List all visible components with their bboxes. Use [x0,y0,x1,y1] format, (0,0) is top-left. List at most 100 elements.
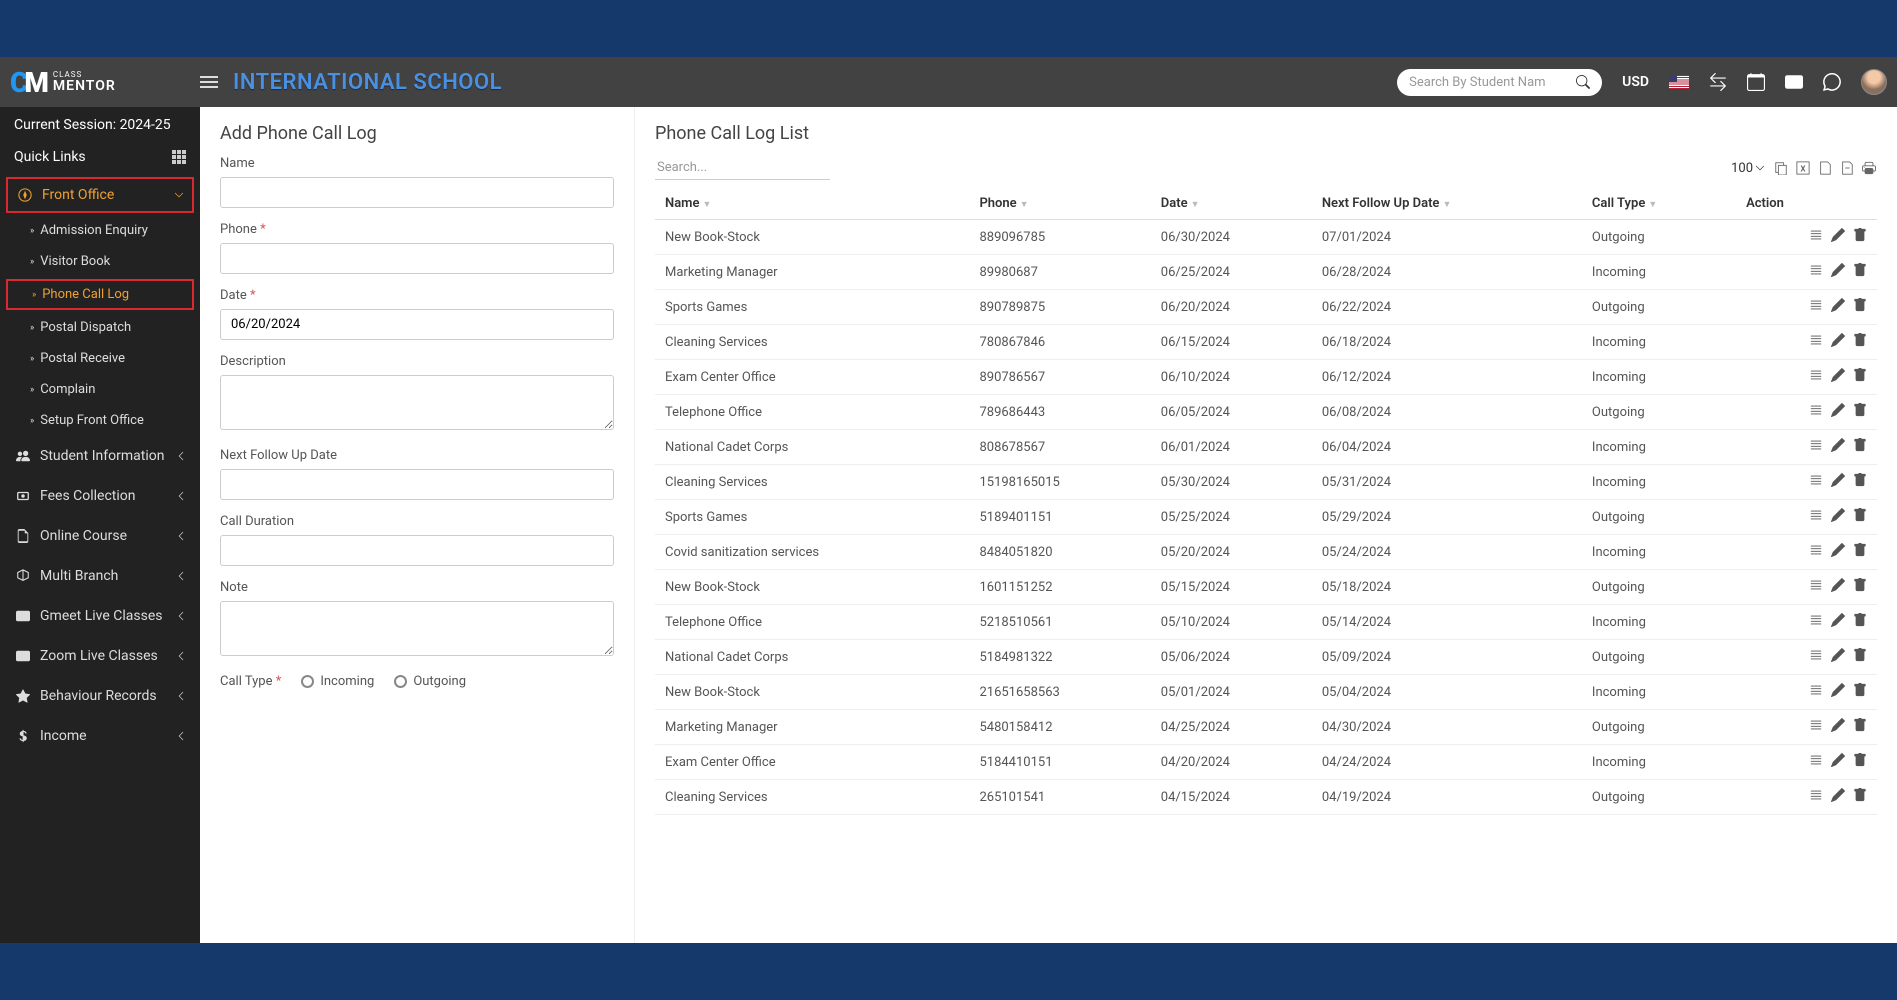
sidebar-subitem-phone-call-log[interactable]: »Phone Call Log [6,279,194,310]
copy-icon[interactable] [1773,160,1789,176]
delete-icon[interactable] [1853,753,1867,767]
pdf-icon[interactable] [1839,160,1855,176]
edit-icon[interactable] [1831,298,1845,312]
sidebar-item-multi-branch[interactable]: Multi Branch [0,556,200,596]
edit-icon[interactable] [1831,228,1845,242]
csv-icon[interactable] [1817,160,1833,176]
view-icon[interactable] [1809,648,1823,662]
edit-icon[interactable] [1831,438,1845,452]
view-icon[interactable] [1809,263,1823,277]
view-icon[interactable] [1809,543,1823,557]
sidebar-item-student-information[interactable]: Student Information [0,436,200,476]
delete-icon[interactable] [1853,438,1867,452]
edit-icon[interactable] [1831,473,1845,487]
view-icon[interactable] [1809,613,1823,627]
delete-icon[interactable] [1853,578,1867,592]
delete-icon[interactable] [1853,613,1867,627]
sidebar-item-front-office[interactable]: Front Office [6,177,194,213]
view-icon[interactable] [1809,683,1823,697]
edit-icon[interactable] [1831,718,1845,732]
edit-icon[interactable] [1831,788,1845,802]
sidebar-subitem-setup-front-office[interactable]: »Setup Front Office [0,405,200,436]
edit-icon[interactable] [1831,648,1845,662]
view-icon[interactable] [1809,718,1823,732]
print-icon[interactable] [1861,160,1877,176]
view-icon[interactable] [1809,333,1823,347]
delete-icon[interactable] [1853,263,1867,277]
sidebar-item-behaviour-records[interactable]: Behaviour Records [0,676,200,716]
sidebar-subitem-complain[interactable]: »Complain [0,374,200,405]
view-icon[interactable] [1809,368,1823,382]
view-icon[interactable] [1809,298,1823,312]
delete-icon[interactable] [1853,333,1867,347]
view-icon[interactable] [1809,228,1823,242]
student-search-input[interactable] [1409,75,1576,90]
delete-icon[interactable] [1853,403,1867,417]
logo[interactable]: CM CLASS MENTOR [10,66,200,99]
delete-icon[interactable] [1853,648,1867,662]
col-next-followup[interactable]: Next Follow Up Date▼ [1312,188,1582,220]
task-check-icon[interactable] [1785,73,1803,91]
delete-icon[interactable] [1853,473,1867,487]
date-input[interactable] [220,309,614,340]
edit-icon[interactable] [1831,403,1845,417]
sidebar-subitem-admission-enquiry[interactable]: »Admission Enquiry [0,215,200,246]
edit-icon[interactable] [1831,263,1845,277]
language-flag-icon[interactable] [1669,75,1689,89]
student-search[interactable] [1397,69,1602,96]
user-avatar[interactable] [1861,69,1887,95]
outgoing-radio[interactable]: Outgoing [394,674,466,689]
view-icon[interactable] [1809,473,1823,487]
list-search-input[interactable] [655,156,830,180]
view-icon[interactable] [1809,508,1823,522]
view-icon[interactable] [1809,438,1823,452]
currency-selector[interactable]: USD [1622,74,1649,90]
sidebar-item-gmeet-live-classes[interactable]: Gmeet Live Classes [0,596,200,636]
sidebar-subitem-visitor-book[interactable]: »Visitor Book [0,246,200,277]
delete-icon[interactable] [1853,683,1867,697]
edit-icon[interactable] [1831,333,1845,347]
delete-icon[interactable] [1853,788,1867,802]
col-call-type[interactable]: Call Type▼ [1582,188,1736,220]
delete-icon[interactable] [1853,368,1867,382]
sidebar-subitem-postal-dispatch[interactable]: »Postal Dispatch [0,312,200,343]
sidebar-item-zoom-live-classes[interactable]: Zoom Live Classes [0,636,200,676]
excel-icon[interactable]: X [1795,160,1811,176]
description-input[interactable] [220,375,614,430]
name-input[interactable] [220,177,614,208]
edit-icon[interactable] [1831,368,1845,382]
calendar-icon[interactable] [1747,73,1765,91]
sidebar-item-online-course[interactable]: Online Course [0,516,200,556]
quicklinks[interactable]: Quick Links [0,143,200,175]
delete-icon[interactable] [1853,508,1867,522]
transfer-icon[interactable] [1709,73,1727,91]
delete-icon[interactable] [1853,543,1867,557]
col-date[interactable]: Date▼ [1151,188,1312,220]
menu-toggle-icon[interactable] [200,73,218,91]
view-icon[interactable] [1809,788,1823,802]
col-phone[interactable]: Phone▼ [969,188,1150,220]
edit-icon[interactable] [1831,683,1845,697]
incoming-radio[interactable]: Incoming [301,674,374,689]
search-icon[interactable] [1576,75,1590,89]
edit-icon[interactable] [1831,613,1845,627]
col-name[interactable]: Name▼ [655,188,969,220]
sidebar-item-income[interactable]: Income [0,716,200,756]
edit-icon[interactable] [1831,753,1845,767]
call-duration-input[interactable] [220,535,614,566]
delete-icon[interactable] [1853,298,1867,312]
edit-icon[interactable] [1831,578,1845,592]
edit-icon[interactable] [1831,543,1845,557]
delete-icon[interactable] [1853,718,1867,732]
page-size-selector[interactable]: 100 [1731,161,1765,176]
view-icon[interactable] [1809,403,1823,417]
view-icon[interactable] [1809,753,1823,767]
next-followup-input[interactable] [220,469,614,500]
edit-icon[interactable] [1831,508,1845,522]
sidebar-subitem-postal-receive[interactable]: »Postal Receive [0,343,200,374]
delete-icon[interactable] [1853,228,1867,242]
view-icon[interactable] [1809,578,1823,592]
whatsapp-icon[interactable] [1823,73,1841,91]
sidebar-item-fees-collection[interactable]: Fees Collection [0,476,200,516]
phone-input[interactable] [220,243,614,274]
